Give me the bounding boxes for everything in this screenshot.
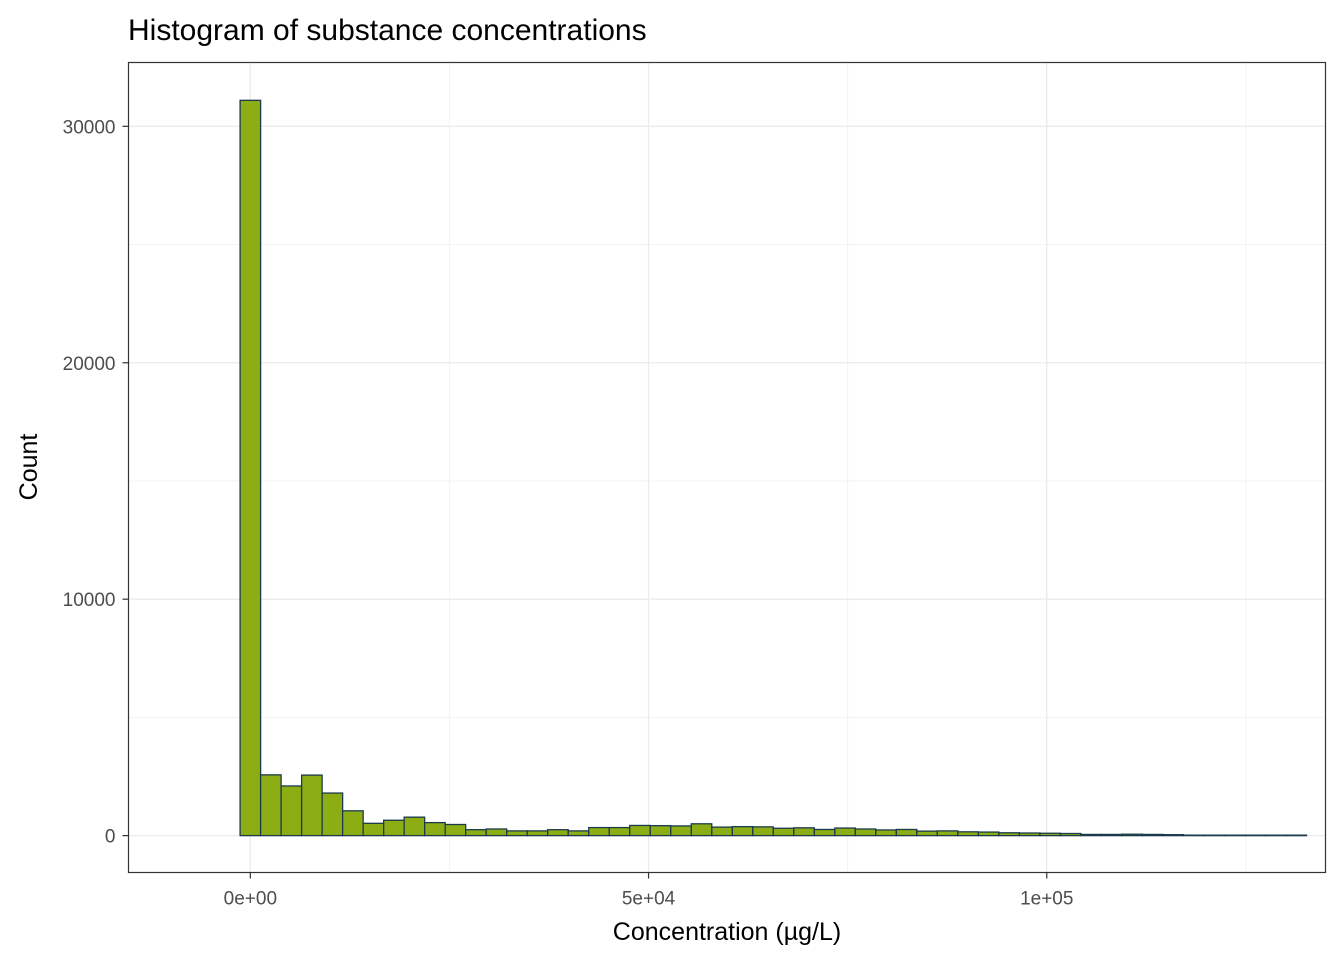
histogram-bar <box>526 830 549 837</box>
panel-border <box>127 61 1327 874</box>
histogram-bars <box>239 99 1308 837</box>
histogram-bar <box>752 826 774 837</box>
histogram-bar <box>1162 834 1185 837</box>
histogram-bar <box>588 826 610 837</box>
histogram-bar <box>629 824 651 837</box>
chart-title: Histogram of substance concentrations <box>128 14 647 47</box>
histogram-bar <box>465 829 487 837</box>
histogram-bar <box>259 774 282 837</box>
histogram-bar <box>1141 833 1164 837</box>
y-tick-label: 0 <box>105 827 116 848</box>
histogram-bar <box>485 828 508 837</box>
histogram-bar <box>1203 834 1226 837</box>
histogram-bar <box>957 831 980 837</box>
histogram-bar <box>382 819 405 837</box>
x-tick-label: 1e+05 <box>1020 889 1073 910</box>
histogram-bar <box>1264 834 1287 837</box>
histogram-bar <box>895 828 918 837</box>
axes: 0e+00 5e+04 1e+05 0 10000 20000 30000 <box>63 117 1074 909</box>
histogram-bar <box>793 827 815 837</box>
histogram-bar <box>547 829 569 837</box>
histogram-bar <box>1080 833 1103 837</box>
histogram-bar <box>854 828 877 837</box>
histogram-bar <box>1285 834 1308 837</box>
histogram-bar <box>239 99 262 837</box>
histogram-bar <box>670 825 692 837</box>
x-tick-label: 0e+00 <box>224 889 277 910</box>
histogram-bar <box>341 810 364 837</box>
histogram-bar <box>936 830 959 837</box>
histogram-bar <box>1018 832 1041 837</box>
histogram-bar <box>321 792 344 837</box>
histogram-bar <box>690 823 713 837</box>
histogram-bar <box>567 830 590 837</box>
histogram-bar <box>608 826 631 837</box>
histogram-bar <box>772 827 795 837</box>
y-tick-label: 30000 <box>63 117 116 138</box>
histogram-bar <box>300 774 323 837</box>
histogram-bar <box>444 823 467 837</box>
histogram-bar <box>649 825 672 837</box>
histogram-bar <box>998 832 1021 837</box>
histogram-bar <box>1059 832 1082 837</box>
histogram-bar <box>1182 834 1205 837</box>
panel-background <box>128 62 1326 873</box>
gridlines <box>128 62 1326 873</box>
histogram-bar <box>1244 834 1267 837</box>
histogram-bar <box>1100 833 1123 837</box>
x-axis-title: Concentration (µg/L) <box>613 918 841 946</box>
histogram-bar <box>711 826 733 837</box>
histogram-bar <box>977 831 1000 837</box>
histogram-bar <box>403 816 426 837</box>
histogram-bar <box>813 828 836 837</box>
histogram-bar <box>916 830 939 837</box>
y-axis-title: Count <box>15 434 43 501</box>
y-tick-label: 10000 <box>63 590 116 611</box>
histogram-bar <box>834 827 856 837</box>
histogram-bar <box>731 825 754 837</box>
histogram-bar <box>362 822 385 837</box>
histogram-bar <box>1039 832 1062 837</box>
histogram-bar <box>1223 834 1246 837</box>
histogram-bar <box>875 829 897 837</box>
x-tick-label: 5e+04 <box>622 889 676 910</box>
histogram-bar <box>280 785 303 837</box>
y-tick-label: 20000 <box>63 354 116 375</box>
histogram-bar <box>506 830 528 837</box>
histogram-bar <box>1121 833 1144 837</box>
histogram-bar <box>424 821 446 837</box>
